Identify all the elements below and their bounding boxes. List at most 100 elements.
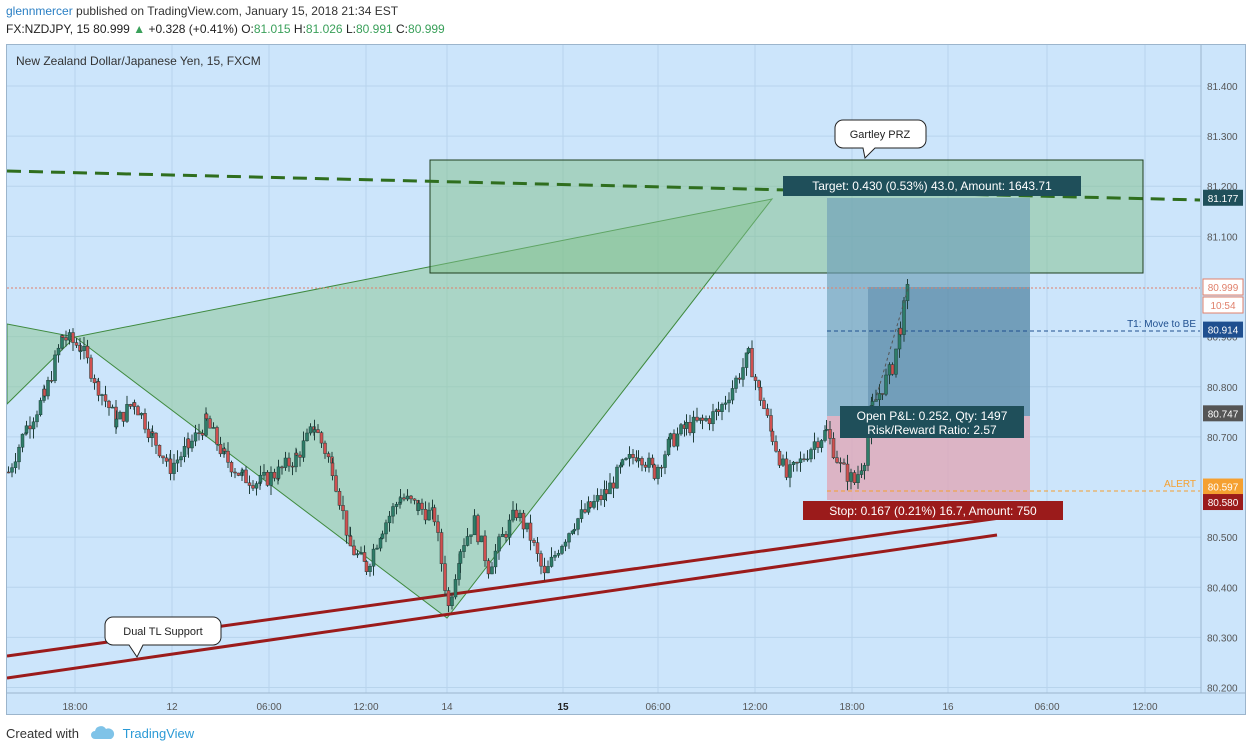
time-axis[interactable]: 18:00 12 06:00 12:00 14 15 06:00 12:00 18:00 16 06… <box>62 702 1157 713</box>
candle-body <box>78 350 83 352</box>
candle-body <box>412 498 417 501</box>
candle-body <box>549 556 554 567</box>
candle-body <box>387 515 392 524</box>
price-chart[interactable]: Gartley PRZ Dual TL Support Target: 0.43… <box>6 45 1245 714</box>
candle-body <box>535 542 540 554</box>
candle-body <box>110 406 115 409</box>
candle-body <box>341 505 345 512</box>
candle-body <box>812 441 817 450</box>
candle-body <box>588 501 593 508</box>
candle-body <box>887 364 892 376</box>
candle-body <box>182 446 187 457</box>
candle-body <box>362 552 367 562</box>
target-zone[interactable] <box>827 198 1030 416</box>
candle-body <box>211 427 216 429</box>
candle-body <box>877 393 882 400</box>
candle-body <box>656 466 660 479</box>
candle-body <box>497 536 501 552</box>
risk-reward-label: Risk/Reward Ratio: 2.57 <box>867 423 997 437</box>
candle-body <box>229 462 234 473</box>
candle-body <box>380 533 385 539</box>
candle-body <box>866 435 870 466</box>
chart-panel[interactable]: Gartley PRZ Dual TL Support Target: 0.43… <box>6 44 1246 715</box>
candle-body <box>316 429 320 433</box>
open-value: 81.015 <box>253 22 291 36</box>
candle-body <box>35 414 39 423</box>
price-tick-label: 80.500 <box>1207 533 1238 544</box>
time-tick-label: 12:00 <box>353 702 378 713</box>
candle-body <box>898 327 903 335</box>
candle-body <box>884 374 888 395</box>
candle-body <box>611 482 616 489</box>
candle-body <box>146 428 151 438</box>
candle-body <box>518 512 522 519</box>
candle-body <box>700 417 705 421</box>
candle-body <box>795 461 799 464</box>
candle-body <box>258 474 263 483</box>
time-tick-label: 12:00 <box>742 702 767 713</box>
price-change: +0.328 (+0.41%) <box>148 22 238 36</box>
support-callout[interactable]: Dual TL Support <box>104 616 222 658</box>
candle-body <box>298 454 302 458</box>
price-tick-label: 80.200 <box>1207 684 1238 695</box>
candle-body <box>6 471 11 474</box>
candle-body <box>831 438 836 458</box>
candle-body <box>247 482 252 486</box>
candle-body <box>114 418 119 428</box>
gartley-callout[interactable]: Gartley PRZ <box>834 119 927 160</box>
candle-body <box>222 448 227 452</box>
candle-body <box>500 533 505 538</box>
stop-label: Stop: 0.167 (0.21%) 16.7, Amount: 750 <box>829 504 1037 518</box>
candle-body <box>427 509 431 521</box>
t1-label: T1: Move to BE <box>1127 319 1196 330</box>
open-pnl-label: Open P&L: 0.252, Qty: 1497 <box>857 409 1008 423</box>
support-trendline-lower[interactable] <box>6 533 998 680</box>
high-label: H: <box>293 22 306 36</box>
candle-body <box>734 377 738 389</box>
candle-body <box>233 471 237 474</box>
candle-body <box>666 438 671 456</box>
tradingview-brand[interactable]: TradingView <box>122 726 195 741</box>
candles <box>6 278 910 613</box>
candle-body <box>627 454 632 459</box>
candle-body <box>290 465 295 468</box>
candle-body <box>472 515 477 536</box>
candle-body <box>579 509 584 519</box>
candle-body <box>583 509 587 513</box>
candle-body <box>179 456 183 461</box>
candle-body <box>443 563 447 591</box>
price-axis[interactable]: 81.400 81.300 81.200 81.100 80.900 80.800 80.7… <box>1207 82 1238 695</box>
candle-body <box>805 458 810 461</box>
candle-body <box>154 432 158 446</box>
author-link[interactable]: glennmercer <box>6 4 73 18</box>
candle-body <box>283 457 288 468</box>
price-label-countdown: 10:54 <box>1210 301 1235 312</box>
candle-body <box>650 457 655 466</box>
candle-body <box>816 441 820 448</box>
candle-body <box>265 471 270 486</box>
close-value: 80.999 <box>408 22 445 36</box>
candle-body <box>758 387 763 401</box>
candle-body <box>716 409 721 412</box>
candle-body <box>849 472 853 482</box>
candle-body <box>688 421 692 434</box>
candle-body <box>784 458 789 478</box>
candle-body <box>643 464 648 468</box>
price-label-bg-resistance <box>1203 189 1243 206</box>
candle-body <box>375 547 379 550</box>
candle-body <box>420 502 424 510</box>
candle-body <box>620 459 625 466</box>
candle-body <box>402 497 406 500</box>
candle-body <box>132 402 137 407</box>
candle-body <box>679 424 683 435</box>
symbol-label: FX:NZDJPY, 15 <box>6 22 90 36</box>
time-tick-label: 06:00 <box>1034 702 1059 713</box>
candle-body <box>60 335 65 338</box>
created-with: Created with TradingView <box>6 726 194 743</box>
candle-body <box>308 426 313 434</box>
candle-body <box>439 532 444 564</box>
candle-body <box>476 515 480 543</box>
candle-body <box>809 449 813 460</box>
candle-body <box>746 348 751 354</box>
candle-body <box>136 406 140 416</box>
